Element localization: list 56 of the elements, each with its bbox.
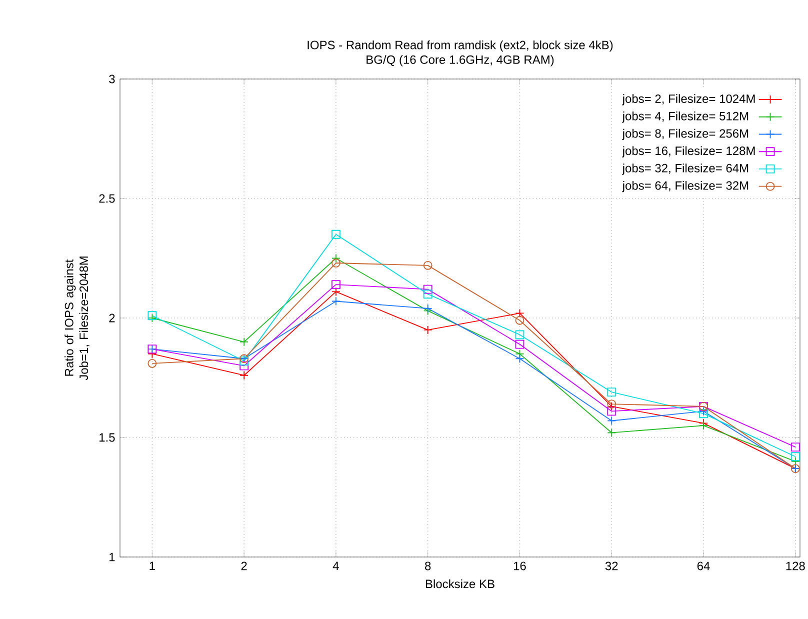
point [607,402,616,411]
point [331,296,340,306]
x-tick-label: 64 [697,562,710,570]
point [699,421,708,430]
point [331,230,340,239]
x-tick-label: 1 [150,562,155,570]
point [699,406,708,416]
legend-label: jobs= 8, Filesize= 256M [622,128,748,140]
point [148,314,157,322]
x-tick-label: 2 [241,562,247,570]
point [699,409,708,418]
x-tick-label: 16 [514,562,526,570]
x-tick-label: 128 [786,562,805,570]
legend-label: jobs= 4, Filesize= 512M [622,112,748,123]
point [148,358,157,368]
point [607,388,616,397]
point [423,260,432,270]
point [331,254,340,263]
x-axis-title: Blocksize KB [426,579,494,588]
point [240,356,249,366]
point [423,325,432,334]
legend-label: jobs= 64, Filesize= 32M [622,180,748,192]
point [607,406,616,416]
y-tick-label: 2.5 [99,194,115,203]
legend-label: jobs= 16, Filesize= 128M [622,146,755,158]
point [607,428,616,438]
point [515,316,524,325]
chart-subtitle: BG/Q (16 Core 1.6GHz, 4GB RAM) [366,55,554,66]
point [240,337,249,346]
point [148,311,157,320]
point [790,442,800,452]
point [331,258,340,268]
x-tick-label: 32 [605,562,618,570]
point [790,452,800,462]
y-tick-label: 2 [109,314,115,322]
y-tick-label: 1.5 [100,433,115,442]
point [790,456,800,466]
point [423,290,432,299]
point [331,280,340,290]
point [240,361,249,370]
point [240,370,249,380]
point [331,287,340,296]
point [515,340,524,349]
x-tick-label: 4 [332,562,339,570]
point [515,354,524,364]
legend-label: jobs= 32, Filesize= 64M [622,164,748,175]
point [515,308,524,318]
y-tick-label: 1 [110,552,115,562]
x-tick-label: 8 [425,562,431,570]
y-axis-title: Ratio of IOPS against Job=1, Filesize=2048M [64,256,90,380]
point [515,330,524,340]
legend-label: jobs= 2, Filesize= 1024M [622,94,755,106]
y-tick-label: 3 [109,74,115,84]
chart-title: IOPS - Random Read from ramdisk (ext2, block size 4kB) [308,40,613,52]
point [607,416,616,426]
point [423,304,432,313]
